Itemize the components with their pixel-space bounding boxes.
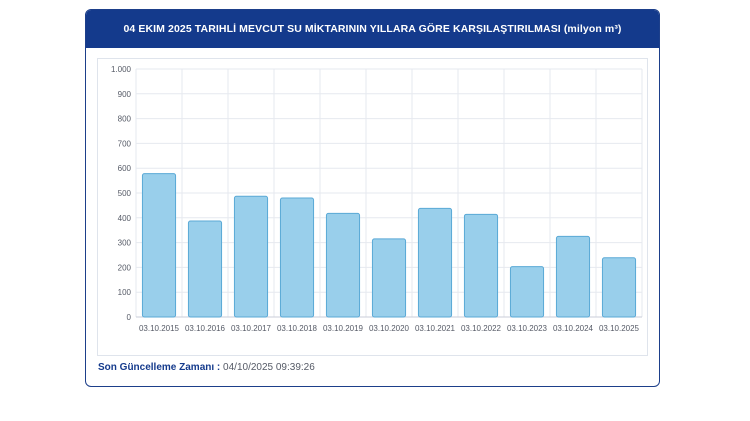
bar-03.10.2025 [601,257,637,318]
y-tick-label: 300 [118,239,132,248]
x-tick-label: 03.10.2016 [185,324,226,333]
x-tick-label: 03.10.2022 [461,324,502,333]
y-tick-label: 600 [118,164,132,173]
y-tick-label: 800 [118,115,132,124]
chart-card: 04 EKIM 2025 TARIHLİ MEVCUT SU MİKTARINI… [85,9,660,387]
y-tick-label: 500 [118,189,132,198]
bar-03.10.2022 [463,213,499,318]
bars [141,173,637,318]
y-tick-label: 400 [118,214,132,223]
bar-03.10.2019 [325,212,361,318]
bar-03.10.2020 [371,238,407,318]
x-tick-label: 03.10.2019 [323,324,364,333]
x-tick-label: 03.10.2018 [277,324,318,333]
bar-03.10.2017 [233,195,269,318]
bar-03.10.2018 [279,197,315,318]
y-tick-label: 200 [118,263,132,272]
x-tick-label: 03.10.2020 [369,324,410,333]
y-tick-label: 900 [118,90,132,99]
x-tick-label: 03.10.2017 [231,324,272,333]
bar-03.10.2024 [555,235,591,318]
y-tick-label: 100 [118,288,132,297]
last-update: Son Güncelleme Zamanı : 04/10/2025 09:39… [98,362,315,373]
grid-layer [135,68,643,318]
bar-03.10.2015 [141,173,177,318]
bar-chart: 0 100 200 300 400 500 600 700 800 900 1.000 03.10.… [111,65,643,333]
y-axis: 0 100 200 300 400 500 600 700 800 900 1.000 [111,65,132,322]
y-tick-label: 0 [127,313,132,322]
bar-03.10.2021 [417,207,453,318]
x-tick-label: 03.10.2025 [599,324,640,333]
last-update-label: Son Güncelleme Zamanı : [98,362,221,373]
last-update-value: 04/10/2025 09:39:26 [223,362,315,373]
y-tick-label: 1.000 [111,65,132,74]
x-axis: 03.10.2015 03.10.2016 03.10.2017 03.10.2018… [139,324,640,333]
chart-area: 0 100 200 300 400 500 600 700 800 900 1.000 03.10.… [97,58,648,356]
x-tick-label: 03.10.2015 [139,324,180,333]
chart-title: 04 EKIM 2025 TARIHLİ MEVCUT SU MİKTARINI… [86,10,659,48]
x-tick-label: 03.10.2023 [507,324,548,333]
bar-03.10.2016 [187,220,223,318]
x-tick-label: 03.10.2024 [553,324,594,333]
bar-03.10.2023 [509,266,545,318]
x-tick-label: 03.10.2021 [415,324,456,333]
y-tick-label: 700 [118,139,132,148]
